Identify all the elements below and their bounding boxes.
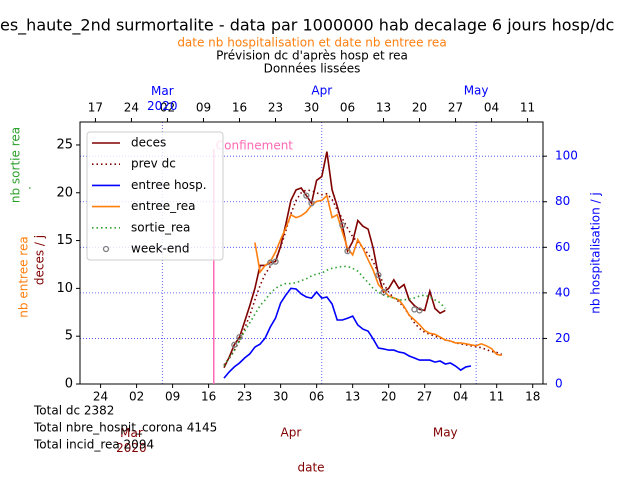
x-tick-label: 27: [417, 390, 432, 404]
x-tick-label: 13: [345, 390, 360, 404]
y-tick-label: 25: [56, 137, 73, 152]
footer-text: Total dc 2382: [33, 404, 114, 418]
y-axis-label: nb sortie rea: [9, 127, 23, 203]
legend-box: [86, 131, 224, 261]
weekend-marker: [308, 200, 315, 207]
y-tick-label: 20: [56, 185, 73, 200]
x2-tick-label: 16: [232, 101, 247, 115]
annotation-text: Confinement: [216, 139, 294, 153]
y-axis-label: nb entree rea: [17, 236, 31, 317]
x2-tick-label: 20: [412, 101, 427, 115]
x-tick-label: 20: [381, 390, 396, 404]
y-axis-label: .: [20, 186, 34, 190]
chart-subtitle: Prévision dc d'après hosp et rea: [216, 49, 408, 63]
series-line: [223, 287, 472, 379]
x2-tick-label: 02: [160, 101, 175, 115]
weekend-marker: [344, 247, 351, 255]
x2-month-label: May: [464, 84, 489, 98]
x-tick-label: 24: [93, 390, 108, 404]
x-tick-label: 11: [489, 390, 504, 404]
x-tick-label: 30: [273, 390, 288, 404]
x-tick-label: 04: [453, 390, 468, 404]
weekend-marker: [272, 258, 279, 265]
weekend-marker: [231, 341, 238, 348]
series-line: [223, 189, 503, 366]
y2-tick-label: 100: [555, 149, 578, 163]
weekend-marker: [411, 306, 418, 313]
weekend-marker: [375, 271, 382, 279]
legend-label: sortie_rea: [131, 220, 190, 234]
chart-subtitle: date nb hospitalisation et date nb entre…: [177, 36, 446, 50]
weekend-marker: [339, 222, 346, 229]
x2-tick-label: 09: [196, 101, 211, 115]
y2-axis-label: nb hospitalisation / j: [589, 192, 603, 314]
chart-title: es_haute_2nd surmortalite - data par 100…: [0, 16, 614, 36]
series-line: [223, 151, 446, 369]
x2-tick-label: 13: [376, 101, 391, 115]
weekend-marker: [416, 307, 423, 314]
x-tick-label: 18: [525, 390, 540, 404]
x2-tick-label: 27: [448, 101, 463, 115]
y2-tick-label: 20: [555, 331, 570, 345]
weekend-marker: [380, 289, 387, 296]
x-month-label: Apr: [281, 426, 302, 440]
legend-label: entree hosp.: [131, 178, 207, 192]
x-month-label: May: [433, 426, 458, 440]
weekend-marker: [236, 333, 243, 341]
x-tick-label: 16: [201, 390, 216, 404]
legend-label: week-end: [131, 242, 189, 256]
x-tick-label: 02: [129, 390, 144, 404]
x2-month-label: Apr: [311, 84, 332, 98]
legend-label: deces: [131, 136, 166, 150]
x-tick-label: 23: [237, 390, 252, 404]
x-month-label: Mar 2020: [116, 426, 147, 455]
y2-tick-label: 80: [555, 194, 570, 208]
y-tick-label: 10: [56, 281, 73, 296]
legend-label: entree_rea: [131, 199, 196, 213]
y2-tick-label: 60: [555, 240, 570, 254]
chart-subtitle: Données lissées: [264, 62, 361, 76]
weekend-marker: [303, 192, 310, 199]
legend-label: prev dc: [131, 157, 176, 171]
x2-tick-label: 24: [124, 101, 139, 115]
x2-tick-label: 17: [88, 101, 103, 115]
x-tick-label: 09: [165, 390, 180, 404]
y-tick-label: 5: [65, 329, 73, 344]
y2-tick-label: 40: [555, 285, 570, 299]
x-tick-label: 06: [309, 390, 324, 404]
x2-tick-label: 30: [304, 101, 319, 115]
y2-tick-label: 0: [555, 377, 563, 391]
y-axis-label: deces / j: [33, 235, 47, 285]
x-axis-label: date: [297, 461, 324, 475]
series-line: [254, 194, 502, 357]
y-tick-label: 15: [56, 233, 73, 248]
footer-text: Total incid_rea 2094: [33, 438, 154, 452]
y-tick-label: 0: [65, 377, 73, 392]
x2-month-label: Mar 2020: [147, 84, 178, 113]
footer-text: Total nbre_hospit_corona 4145: [33, 421, 217, 435]
x2-tick-label: 04: [484, 101, 499, 115]
x2-tick-label: 23: [268, 101, 283, 115]
x2-tick-label: 06: [340, 101, 355, 115]
x2-tick-label: 11: [520, 101, 535, 115]
legend-marker: [102, 245, 110, 253]
